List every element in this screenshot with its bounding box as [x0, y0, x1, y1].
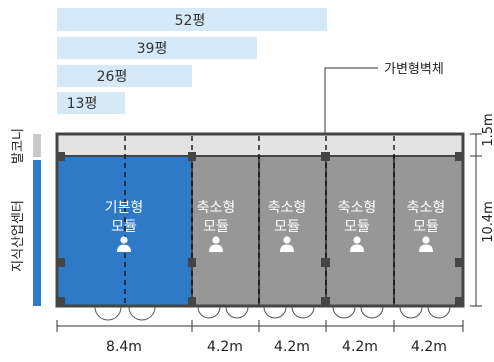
column-markers [56, 152, 464, 306]
center-side-bar [33, 160, 41, 306]
balcony-side-bar [33, 134, 41, 157]
area-bar-label-13: 13평 [67, 96, 98, 112]
module-3-line1: 축소형 [268, 200, 307, 216]
person-icons [117, 236, 433, 252]
area-bars: 52평 39평 26평 13평 [57, 8, 327, 114]
variable-wall-lines [124, 136, 395, 306]
module-4-line2: 모듈 [344, 219, 370, 235]
module-depth-label: 10.4m [481, 201, 494, 243]
depth-dimension-line [470, 133, 482, 307]
width-label-2: 4.2m [207, 339, 243, 355]
door-arcs [94, 306, 451, 321]
module-3-line2: 모듈 [274, 219, 300, 235]
variable-wall-label: 가변형벽체 [384, 62, 444, 77]
width-label-1: 8.4m [106, 339, 142, 355]
module-4-line1: 축소형 [338, 200, 377, 216]
area-bar-52 [57, 8, 327, 31]
width-dimension-line [56, 320, 464, 332]
area-bar-label-52: 52평 [175, 13, 206, 29]
area-bar-26 [57, 65, 192, 87]
area-bar-label-39: 39평 [137, 41, 168, 57]
width-dimension-labels: 8.4m 4.2m 4.2m 4.2m 4.2m [106, 339, 447, 355]
building-outline [55, 132, 465, 308]
module-1-line2: 모듈 [111, 219, 137, 235]
person-icon [209, 236, 223, 252]
reduced-module-3 [325, 155, 395, 307]
person-icon [350, 236, 364, 252]
person-icon [117, 236, 131, 252]
width-label-4: 4.2m [342, 339, 378, 355]
center-side-label: 지식산업센터 [11, 200, 26, 272]
width-label-3: 4.2m [274, 339, 310, 355]
balcony-depth-label: 1.5m [481, 113, 494, 146]
module-5-line2: 모듈 [413, 219, 439, 235]
left-side-bars: 발코니 지식산업센터 [11, 128, 41, 306]
area-bar-label-26: 26평 [97, 69, 128, 85]
module-1-line1: 기본형 [105, 200, 144, 216]
variable-wall-callout: 가변형벽체 [324, 62, 444, 152]
module-2-line2: 모듈 [203, 219, 229, 235]
area-bar-39 [57, 37, 257, 59]
reduced-module-1 [191, 155, 260, 307]
width-label-5: 4.2m [411, 339, 447, 355]
balcony-strip [56, 133, 464, 157]
module-2-line1: 축소형 [197, 200, 236, 216]
area-bar-13 [57, 92, 125, 114]
module-labels: 기본형 모듈 축소형 모듈 축소형 모듈 축소형 모듈 축소형 모듈 [105, 200, 446, 235]
balcony-side-label: 발코니 [11, 128, 26, 164]
module-5-line1: 축소형 [407, 200, 446, 216]
person-icon [280, 236, 294, 252]
person-icon [419, 236, 433, 252]
